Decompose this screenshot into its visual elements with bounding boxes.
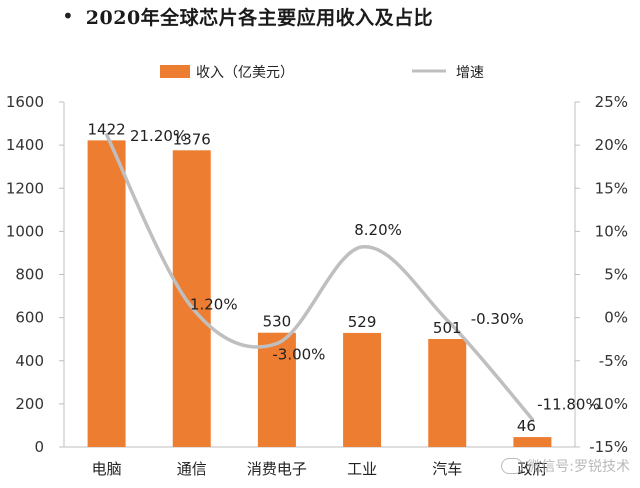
y-right-tick-label: -5% bbox=[599, 352, 628, 370]
bar-value-label: 1422 bbox=[87, 120, 125, 138]
line-value-label: -11.80% bbox=[537, 395, 600, 413]
x-tick-label: 消费电子 bbox=[247, 460, 307, 478]
y-left-tick-label: 200 bbox=[15, 395, 44, 413]
y-right-tick-label: 20% bbox=[595, 136, 628, 154]
y-right-tick-label: -15% bbox=[589, 438, 628, 456]
line-value-label: -3.00% bbox=[272, 346, 325, 364]
x-tick-label: 政府 bbox=[517, 460, 547, 478]
y-left-tick-label: 1200 bbox=[6, 179, 44, 197]
y-right-tick-label: -10% bbox=[589, 395, 628, 413]
y-left-tick-label: 800 bbox=[15, 266, 44, 284]
bar-value-label: 1376 bbox=[173, 130, 211, 148]
bar bbox=[87, 140, 126, 447]
bar bbox=[513, 437, 552, 447]
y-right-tick-label: 10% bbox=[595, 222, 628, 240]
wechat-icon bbox=[501, 458, 524, 474]
series-line-growth bbox=[104, 133, 535, 422]
watermark: 微信号:罗锐技术 bbox=[501, 456, 630, 476]
line-value-label: 8.20% bbox=[354, 221, 402, 239]
bar bbox=[172, 150, 211, 448]
bar-value-label: 501 bbox=[433, 319, 462, 337]
legend-line-label: 增速 bbox=[456, 65, 484, 81]
watermark-text: 微信号:罗锐技术 bbox=[527, 459, 630, 475]
title-bullet: • bbox=[62, 4, 74, 28]
y-right-tick-label: 5% bbox=[604, 266, 628, 284]
x-tick-label: 通信 bbox=[177, 460, 207, 478]
y-left-tick-label: 1600 bbox=[6, 93, 44, 111]
y-left-tick-label: 1000 bbox=[6, 222, 44, 240]
y-right-tick-label: 0% bbox=[604, 309, 628, 327]
y-right-tick-label: 15% bbox=[595, 179, 628, 197]
y-left-tick-label: 600 bbox=[15, 309, 44, 327]
line-value-label: 21.20% bbox=[130, 127, 187, 145]
line-value-label: -0.30% bbox=[471, 310, 524, 328]
x-tick-label: 汽车 bbox=[432, 460, 462, 478]
chart-title: 2020年全球芯片各主要应用收入及占比 bbox=[85, 6, 434, 29]
y-left-tick-label: 1400 bbox=[6, 136, 44, 154]
line-value-label: 1.20% bbox=[190, 295, 238, 313]
legend-bar-swatch bbox=[160, 65, 190, 78]
y-left-tick-label: 400 bbox=[15, 352, 44, 370]
y-left-tick-label: 0 bbox=[34, 438, 44, 456]
x-tick-label: 工业 bbox=[347, 460, 377, 478]
bar bbox=[428, 338, 467, 447]
bar-value-label: 529 bbox=[348, 313, 377, 331]
bar-value-label: 530 bbox=[263, 313, 292, 331]
y-right-tick-label: 25% bbox=[595, 93, 628, 111]
bar-value-label: 46 bbox=[517, 417, 536, 435]
title-row: • 2020年全球芯片各主要应用收入及占比 bbox=[62, 4, 434, 29]
bar bbox=[257, 332, 296, 447]
x-tick-label: 电脑 bbox=[92, 460, 122, 478]
legend-bar-label: 收入（亿美元） bbox=[196, 65, 294, 81]
bar bbox=[343, 332, 382, 447]
